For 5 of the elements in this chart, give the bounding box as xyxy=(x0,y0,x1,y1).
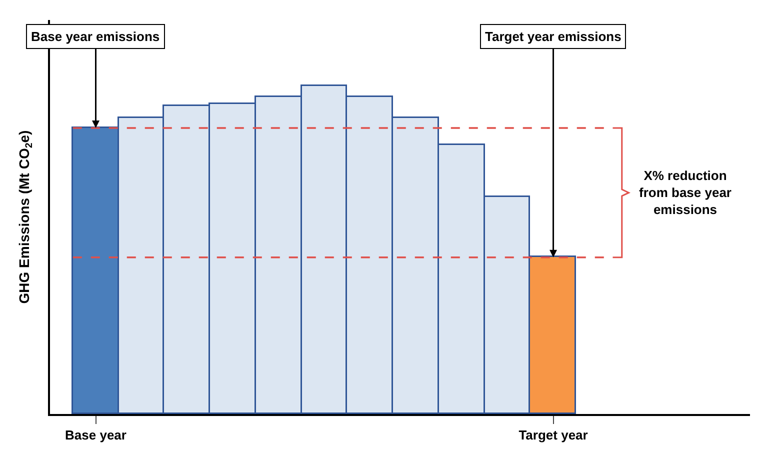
x-tick-label: Base year xyxy=(65,428,126,443)
x-tick-label: Target year xyxy=(518,428,588,443)
text: X% reduction from base year emissions xyxy=(639,168,732,217)
annotation: Target year emissions xyxy=(485,29,622,44)
annotation: Base year emissions xyxy=(31,29,160,44)
